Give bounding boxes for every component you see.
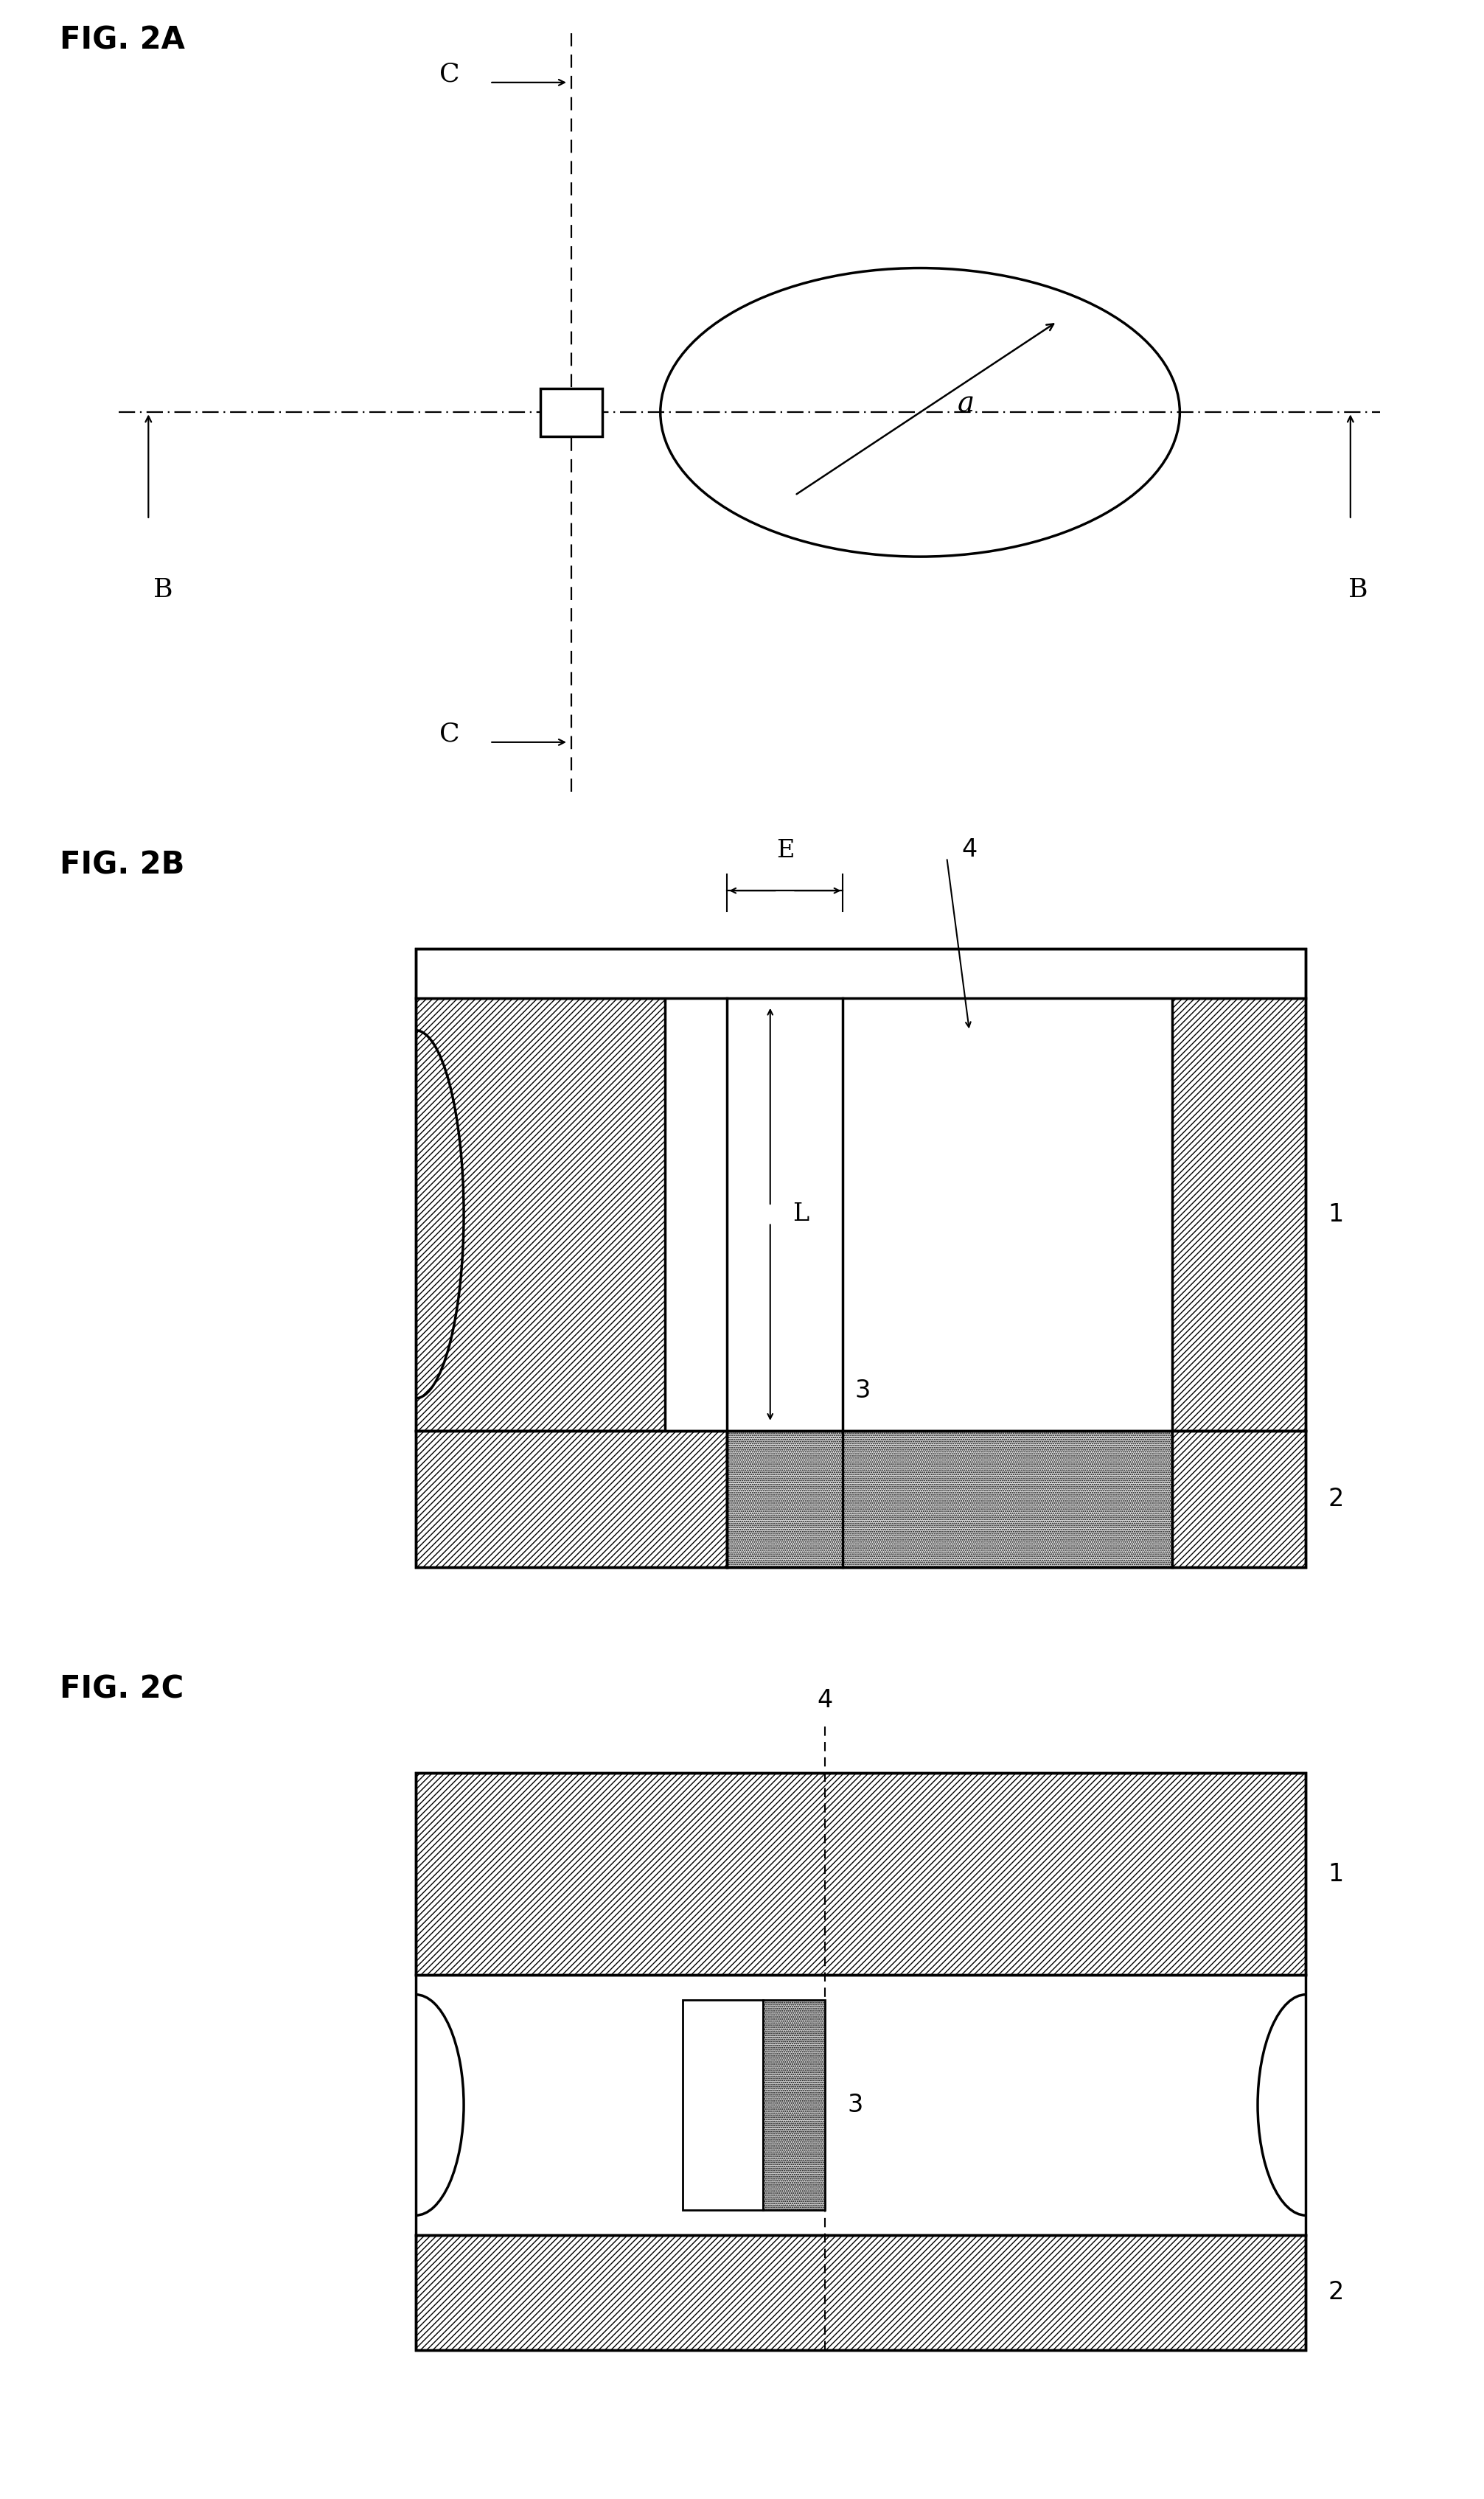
- Text: 2: 2: [1328, 2282, 1345, 2304]
- Text: L: L: [792, 1202, 809, 1227]
- Text: C: C: [439, 62, 460, 87]
- Bar: [416, 997, 665, 1432]
- Bar: [727, 1432, 1172, 1567]
- Text: B: B: [1347, 577, 1368, 602]
- Text: C: C: [439, 722, 460, 747]
- Bar: [416, 2234, 1306, 2349]
- Bar: [763, 1999, 825, 2209]
- Text: 3: 3: [847, 2092, 864, 2117]
- Text: 4: 4: [818, 1687, 833, 1712]
- Text: a: a: [957, 390, 974, 417]
- Bar: [416, 1774, 1306, 2349]
- Bar: [416, 1974, 1306, 2234]
- Bar: [416, 947, 1306, 1567]
- Bar: [683, 1999, 763, 2209]
- Bar: [540, 387, 603, 437]
- Bar: [1172, 1432, 1306, 1567]
- Text: FIG. 2C: FIG. 2C: [59, 1674, 184, 1704]
- Text: 4: 4: [962, 837, 978, 862]
- Text: B: B: [153, 577, 174, 602]
- Bar: [416, 1432, 727, 1567]
- Text: FIG. 2B: FIG. 2B: [59, 850, 184, 880]
- Text: 1: 1: [1328, 1202, 1345, 1227]
- Text: 2: 2: [1328, 1487, 1345, 1512]
- Bar: [416, 1774, 1306, 1974]
- Text: 3: 3: [855, 1379, 871, 1402]
- Text: 1: 1: [1328, 1862, 1345, 1887]
- Text: E: E: [776, 840, 794, 862]
- Text: FIG. 2A: FIG. 2A: [59, 25, 184, 55]
- Bar: [1172, 997, 1306, 1432]
- Bar: [665, 997, 1172, 1432]
- Bar: [416, 950, 1306, 997]
